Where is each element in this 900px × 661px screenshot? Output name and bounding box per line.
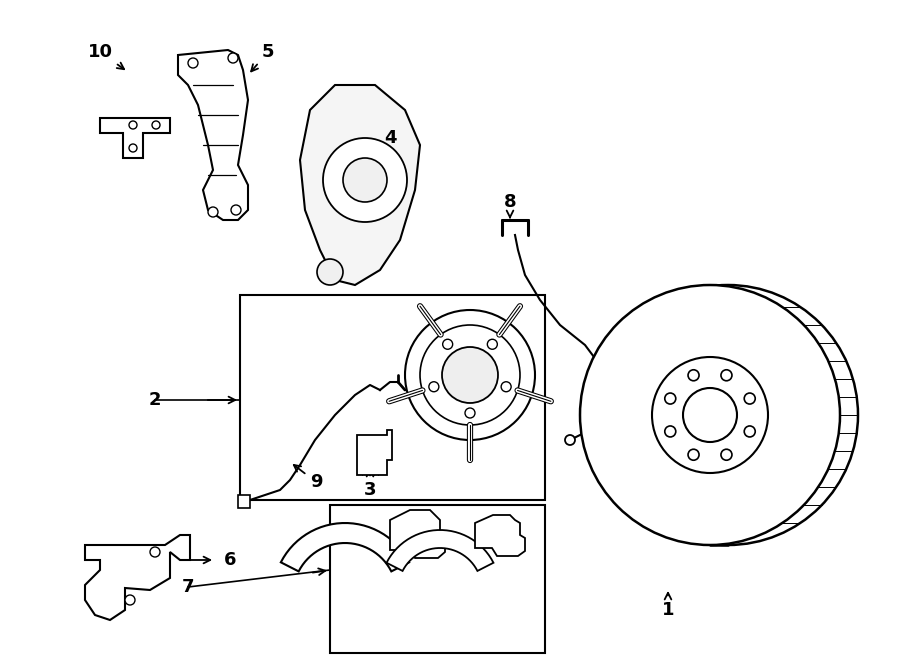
- Text: 8: 8: [504, 193, 517, 217]
- Polygon shape: [390, 510, 445, 558]
- Bar: [330, 505, 545, 653]
- Text: 7: 7: [182, 578, 194, 596]
- Polygon shape: [357, 430, 392, 475]
- Circle shape: [501, 382, 511, 392]
- Circle shape: [323, 138, 407, 222]
- Circle shape: [129, 144, 137, 152]
- Circle shape: [744, 393, 755, 404]
- Circle shape: [652, 357, 768, 473]
- Text: 9: 9: [293, 465, 322, 491]
- Circle shape: [721, 369, 732, 381]
- Polygon shape: [100, 118, 170, 158]
- Circle shape: [580, 285, 840, 545]
- Circle shape: [688, 369, 699, 381]
- Circle shape: [565, 435, 575, 445]
- Text: 4: 4: [369, 129, 396, 155]
- Circle shape: [442, 347, 498, 403]
- Circle shape: [721, 449, 732, 460]
- Circle shape: [487, 339, 498, 349]
- Polygon shape: [300, 85, 420, 285]
- Circle shape: [429, 382, 439, 392]
- Circle shape: [317, 259, 343, 285]
- Circle shape: [208, 207, 218, 217]
- Circle shape: [465, 408, 475, 418]
- Polygon shape: [85, 535, 190, 620]
- Circle shape: [683, 388, 737, 442]
- Text: 5: 5: [251, 43, 274, 71]
- Circle shape: [129, 121, 137, 129]
- Polygon shape: [386, 530, 493, 571]
- Circle shape: [744, 426, 755, 437]
- Circle shape: [665, 426, 676, 437]
- Circle shape: [152, 121, 160, 129]
- Polygon shape: [281, 523, 410, 571]
- Polygon shape: [178, 50, 248, 220]
- Text: 1: 1: [662, 593, 674, 619]
- Circle shape: [228, 53, 238, 63]
- Circle shape: [443, 339, 453, 349]
- Text: 6: 6: [224, 551, 236, 569]
- Circle shape: [343, 158, 387, 202]
- Polygon shape: [238, 495, 250, 508]
- Circle shape: [150, 547, 160, 557]
- Circle shape: [665, 393, 676, 404]
- Circle shape: [405, 310, 535, 440]
- Polygon shape: [475, 515, 525, 556]
- Text: 2: 2: [148, 391, 161, 409]
- Circle shape: [420, 325, 520, 425]
- Circle shape: [188, 58, 198, 68]
- Circle shape: [231, 205, 241, 215]
- Circle shape: [125, 595, 135, 605]
- Bar: [240, 295, 545, 500]
- Circle shape: [688, 449, 699, 460]
- Text: 3: 3: [364, 470, 376, 499]
- Text: 10: 10: [87, 43, 124, 69]
